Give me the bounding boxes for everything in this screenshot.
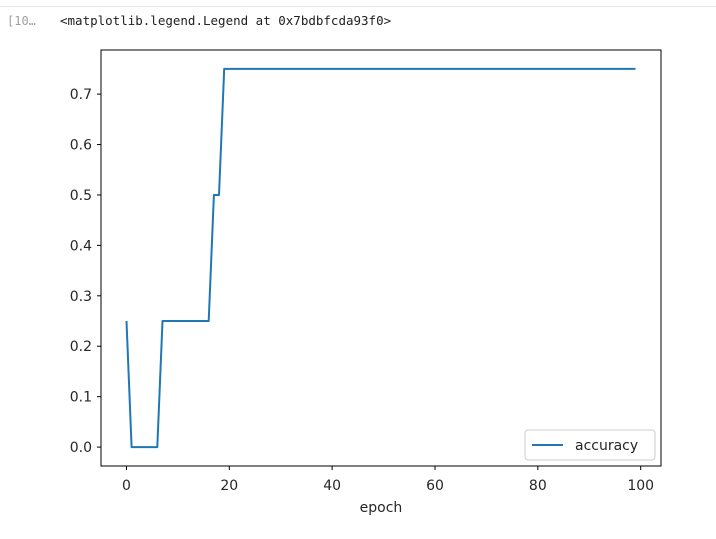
- x-tick-label: 40: [323, 478, 341, 494]
- y-tick-label: 0.7: [70, 87, 92, 103]
- y-tick-label: 0.3: [70, 289, 92, 305]
- x-axis-label: epoch: [360, 500, 403, 516]
- execution-count-prompt[interactable]: [10…: [7, 14, 36, 28]
- y-tick-label: 0.1: [70, 390, 92, 406]
- x-tick-label: 60: [426, 478, 444, 494]
- accuracy-series-line: [125, 67, 636, 449]
- legend-box: [524, 429, 656, 461]
- x-tick-label: 0: [122, 478, 131, 494]
- y-axis: 0.0 0.1 0.2 0.3 0.4 0.5 0.6 0.7: [70, 87, 101, 456]
- cell-output-text: <matplotlib.legend.Legend at 0x7bdbfcda9…: [60, 13, 392, 28]
- legend: accuracy: [524, 429, 656, 461]
- legend-label-accuracy: accuracy: [575, 438, 638, 454]
- x-tick-label: 20: [220, 478, 238, 494]
- y-tick-label: 0.5: [70, 188, 92, 204]
- y-tick-label: 0.4: [70, 238, 92, 254]
- plot-area-frame: [100, 49, 662, 467]
- x-tick-label: 80: [529, 478, 547, 494]
- x-axis: 0 20 40 60 80 100: [122, 466, 654, 494]
- cell-top-border: [0, 0, 716, 7]
- y-tick-label: 0.2: [70, 339, 92, 355]
- y-tick-label: 0.6: [70, 138, 92, 154]
- x-tick-label: 100: [627, 478, 654, 494]
- y-tick-label: 0.0: [70, 440, 92, 456]
